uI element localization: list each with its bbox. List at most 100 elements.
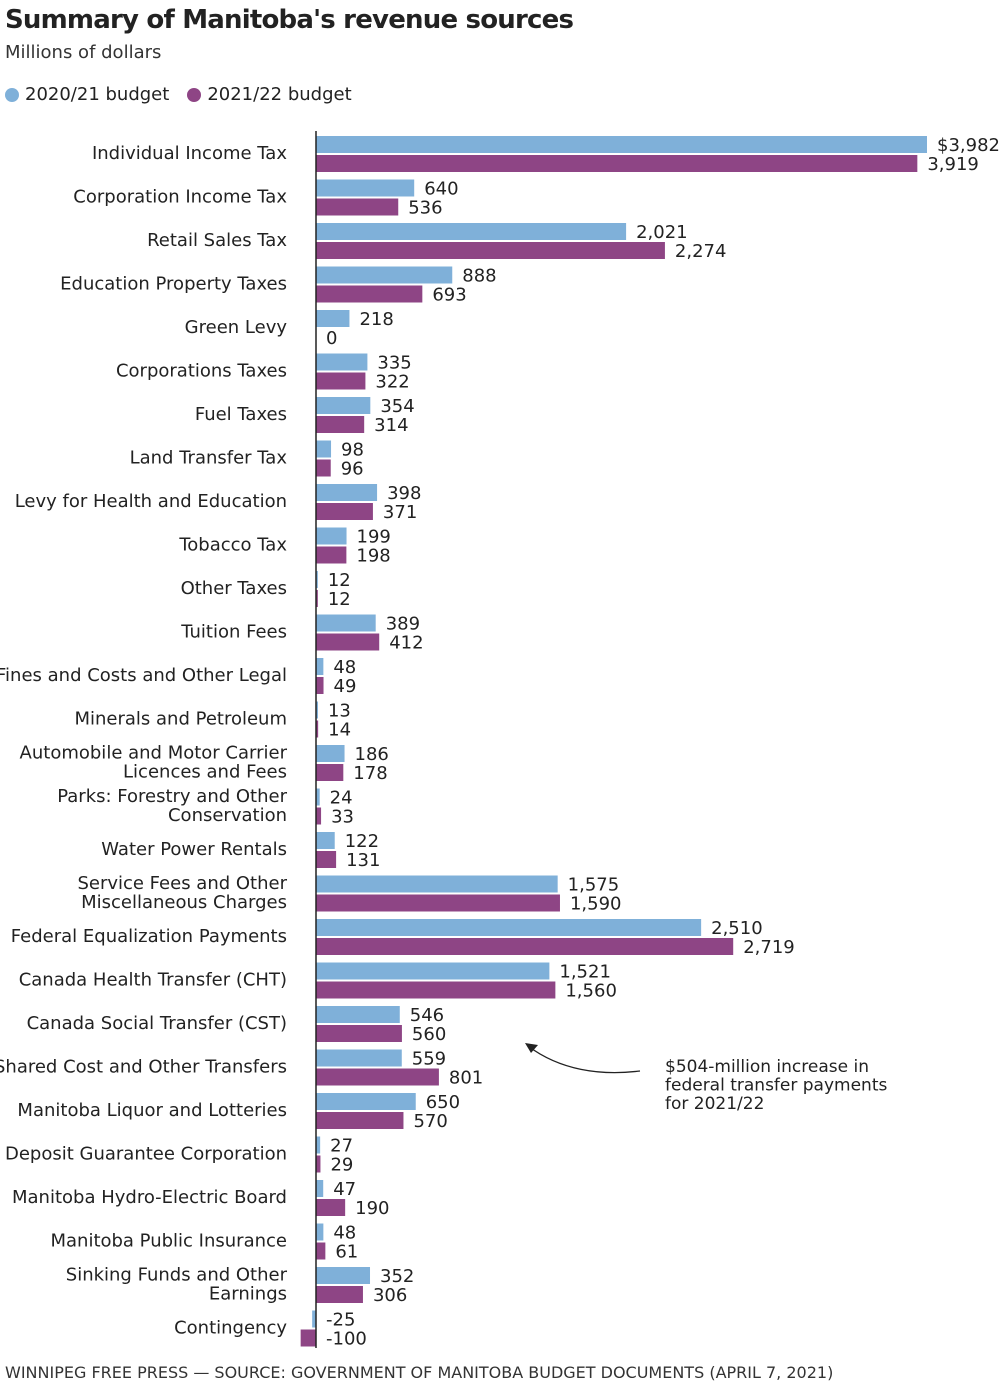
value-label: 546 (410, 1005, 444, 1026)
value-label: 398 (387, 483, 421, 504)
category-label: Sinking Funds and Other Earnings (66, 1265, 288, 1305)
category-label: Tuition Fees (180, 622, 287, 643)
bar-2021-22 (316, 720, 319, 738)
value-label: 0 (326, 328, 337, 349)
legend-label: 2021/22 budget (207, 84, 352, 105)
category-label: Green Levy (185, 317, 288, 338)
bar-2021-22 (316, 807, 322, 825)
bar-2020-21 (316, 397, 371, 414)
value-label: 47 (333, 1179, 356, 1200)
value-label: 801 (449, 1068, 483, 1089)
category-label: Deposit Guarantee Corporation (5, 1144, 287, 1165)
legend-swatch (5, 87, 19, 102)
category-label: Manitoba Liquor and Lotteries (17, 1100, 287, 1121)
value-label: 536 (408, 198, 442, 219)
bar-2020-21 (316, 701, 318, 719)
value-label: 12 (328, 589, 351, 610)
annotation-arrow (527, 1045, 641, 1074)
value-label: 131 (346, 850, 380, 871)
value-label: 1,521 (559, 962, 611, 983)
value-label: 2,274 (675, 241, 727, 262)
value-label: 178 (353, 763, 387, 784)
bar-2021-22 (316, 459, 331, 477)
value-label: 14 (328, 720, 351, 741)
category-label: Parks: Forestry and Other Conservation (57, 786, 287, 826)
value-label: 354 (380, 396, 414, 417)
value-label: -100 (326, 1329, 367, 1350)
bar-2020-21 (316, 1180, 324, 1197)
bar-2020-21 (316, 745, 345, 762)
value-label: 888 (462, 266, 496, 287)
bar-2020-21 (312, 1310, 316, 1328)
value-label: 2,719 (743, 937, 795, 958)
bar-2020-21 (316, 179, 415, 197)
bar-2020-21 (316, 875, 558, 893)
bar-2020-21 (316, 1267, 371, 1284)
bar-2021-22 (316, 1068, 439, 1086)
bar-2020-21 (316, 440, 332, 458)
bar-2020-21 (316, 919, 702, 936)
value-label: 1,590 (570, 894, 622, 915)
category-label: Automobile and Motor Carrier Licences and… (20, 743, 288, 783)
chart-subtitle: Millions of dollars (5, 42, 162, 63)
value-label: 2,510 (711, 918, 763, 939)
bar-2020-21 (316, 527, 347, 545)
value-label: 389 (386, 614, 420, 635)
bar-2020-21 (316, 962, 550, 980)
value-label: 96 (341, 459, 364, 480)
category-label: Corporations Taxes (116, 361, 287, 382)
value-label: 29 (330, 1155, 353, 1176)
category-label: Manitoba Hydro-Electric Board (12, 1187, 287, 1208)
value-label: 559 (412, 1049, 446, 1070)
value-label: 570 (413, 1111, 447, 1132)
value-label: 190 (355, 1198, 389, 1219)
bar-2021-22 (316, 851, 337, 868)
bar-2021-22 (316, 1199, 346, 1216)
value-label: 693 (432, 285, 466, 306)
value-label: 1,560 (565, 981, 617, 1002)
category-label: Individual Income Tax (92, 143, 287, 164)
category-label: Land Transfer Tax (130, 448, 288, 469)
legend: 2020/21 budget 2021/22 budget (5, 84, 352, 105)
bar-2020-21 (316, 1093, 416, 1110)
value-label: 198 (356, 546, 390, 567)
bar-2021-22 (316, 677, 324, 694)
bar-2020-21 (316, 310, 350, 327)
value-label: 412 (389, 633, 423, 654)
legend-item-2021-22: 2021/22 budget (187, 84, 352, 105)
category-label: Shared Cost and Other Transfers (0, 1057, 287, 1078)
bar-2020-21 (316, 353, 368, 371)
category-label: Federal Equalization Payments (11, 926, 287, 947)
bar-2020-21 (316, 1049, 402, 1067)
value-label: 186 (355, 744, 389, 765)
value-label: 314 (374, 415, 408, 436)
value-label: 306 (373, 1285, 407, 1306)
bar-2020-21 (316, 614, 376, 632)
value-label: 322 (375, 372, 409, 393)
value-label: 98 (341, 440, 364, 461)
bar-2021-22 (300, 1329, 316, 1347)
category-label: Other Taxes (181, 578, 287, 599)
category-label: Retail Sales Tax (147, 230, 287, 251)
value-label: 27 (330, 1136, 353, 1157)
bar-2021-22 (316, 1112, 404, 1129)
bar-2021-22 (316, 1155, 321, 1173)
bar-2020-21 (316, 223, 627, 240)
value-label: 13 (328, 701, 351, 722)
category-label: Fines and Costs and Other Legal (0, 665, 287, 686)
value-label: 24 (330, 788, 353, 809)
value-label: 2,021 (636, 222, 688, 243)
bar-2020-21 (316, 658, 324, 675)
value-label: 122 (345, 831, 379, 852)
bar-2021-22 (316, 1025, 402, 1042)
bar-2021-22 (316, 938, 734, 955)
bar-2021-22 (316, 503, 373, 520)
category-label: Levy for Health and Education (15, 491, 287, 512)
bar-2020-21 (316, 1136, 321, 1154)
category-label: Minerals and Petroleum (74, 709, 287, 730)
annotation-text: $504-million increase in federal transfer… (665, 1057, 887, 1114)
bar-2021-22 (316, 1242, 326, 1260)
bar-2021-22 (316, 764, 344, 781)
bar-2021-22 (316, 1286, 363, 1303)
